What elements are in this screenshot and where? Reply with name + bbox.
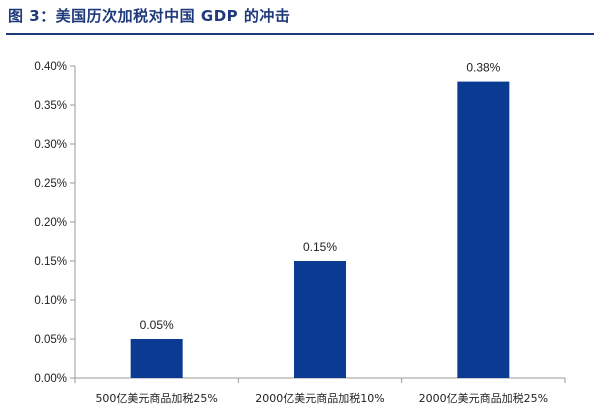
- data-label: 0.05%: [140, 318, 174, 332]
- bar: [457, 81, 510, 378]
- y-tick-label: 0.20%: [34, 217, 67, 229]
- y-tick-label: 0.15%: [34, 256, 67, 268]
- x-category-label: 2000亿美元商品加税25%: [419, 391, 548, 405]
- y-tick-label: 0.40%: [34, 61, 67, 73]
- y-tick-label: 0.00%: [34, 373, 67, 385]
- y-tick-label: 0.35%: [34, 100, 67, 112]
- figure-title: 图 3：美国历次加税对中国 GDP 的冲击: [8, 7, 291, 25]
- x-category-label: 2000亿美元商品加税10%: [255, 391, 384, 405]
- x-category-label: 500亿美元商品加税25%: [95, 391, 217, 405]
- y-tick-label: 0.25%: [34, 178, 67, 190]
- y-tick-label: 0.10%: [34, 295, 67, 307]
- y-tick-label: 0.05%: [34, 334, 67, 346]
- y-tick-label: 0.30%: [34, 139, 67, 151]
- bar: [294, 261, 346, 378]
- bar: [130, 339, 183, 378]
- title-divider: [6, 33, 594, 35]
- data-label: 0.15%: [303, 240, 337, 254]
- data-label: 0.38%: [466, 61, 500, 75]
